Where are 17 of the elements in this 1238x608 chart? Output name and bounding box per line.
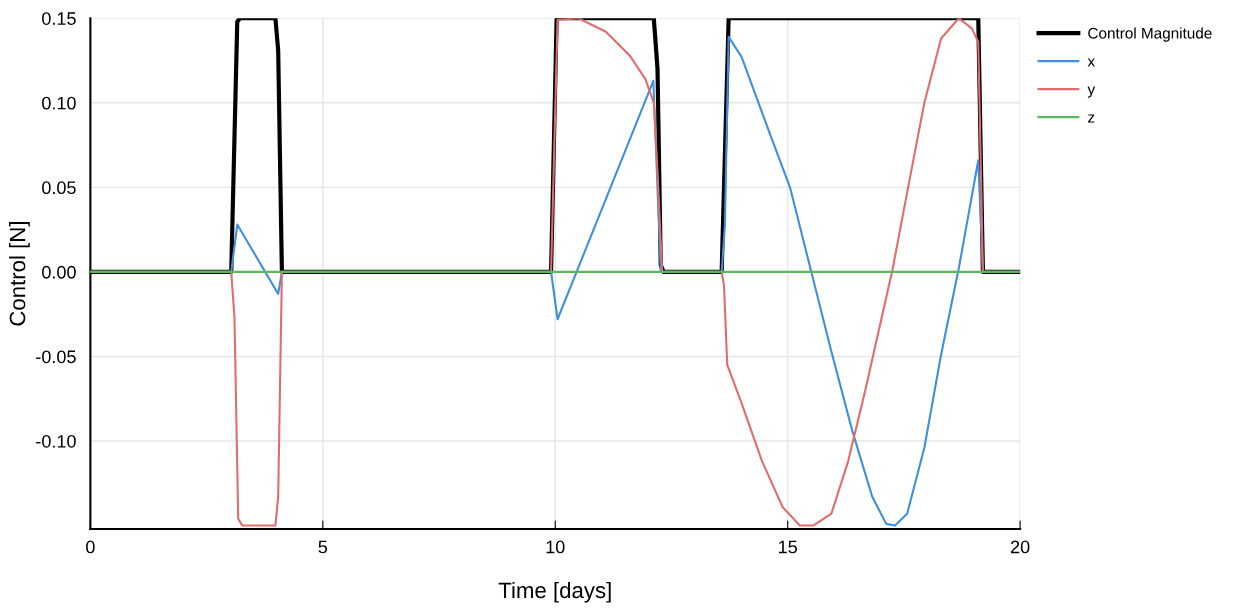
x-tick-label: 15 bbox=[779, 540, 797, 554]
x-tick-label: 5 bbox=[318, 540, 328, 554]
y-axis-title: Control [N] bbox=[9, 222, 30, 326]
legend-label: z bbox=[1088, 114, 1095, 123]
y-tick-label: 0.15 bbox=[42, 12, 76, 25]
y-tick-label: 0.05 bbox=[42, 181, 76, 195]
y-tick-label: 0.10 bbox=[42, 96, 76, 110]
x-tick-label: 10 bbox=[546, 540, 565, 554]
x-tick-label: 0 bbox=[86, 540, 95, 554]
y-tick-label: -0.10 bbox=[36, 434, 76, 448]
y-tick-label: -0.05 bbox=[36, 350, 76, 364]
legend-label: Control Magnitude bbox=[1088, 27, 1212, 42]
legend-label: x bbox=[1087, 58, 1095, 67]
legend-label: y bbox=[1087, 86, 1096, 98]
y-tick-label: 0.00 bbox=[42, 265, 76, 279]
x-axis-title: Time [days] bbox=[498, 581, 611, 603]
x-tick-label: 20 bbox=[1010, 540, 1030, 554]
